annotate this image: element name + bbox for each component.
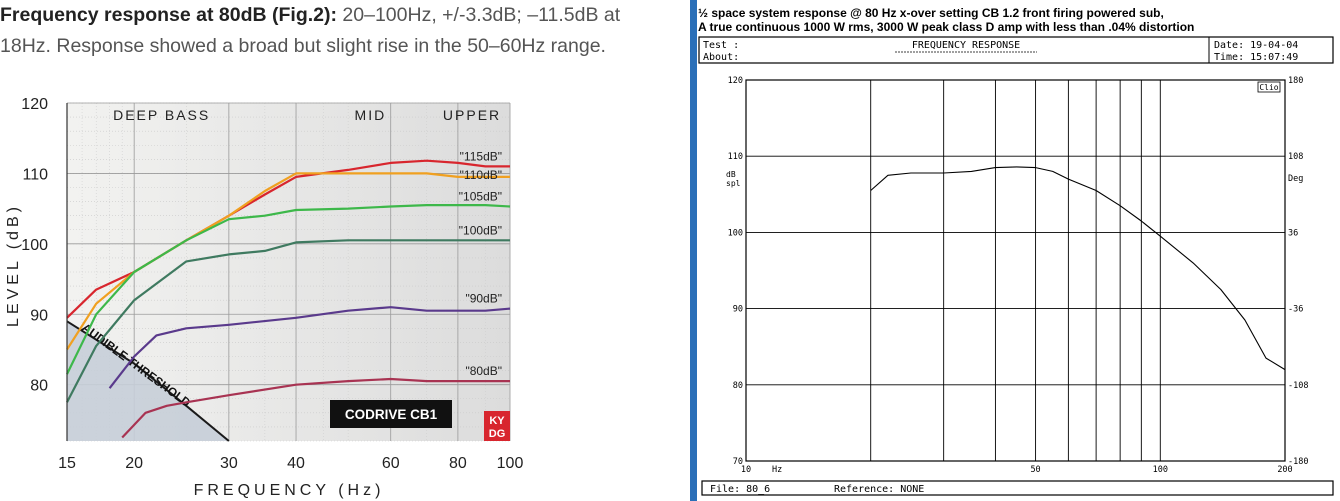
x-tick-label: 10: [741, 465, 751, 475]
logo-text-top: KY: [489, 415, 505, 427]
right-chart: Test :About: FREQUENCY RESPONSE Date: 19-0…: [698, 36, 1334, 496]
x-tick-label: 15: [58, 455, 76, 472]
x-tick-label: 100: [1153, 465, 1168, 475]
info-box: [698, 36, 1334, 64]
caption-bold: Frequency response at 80dB (Fig.2):: [0, 4, 337, 26]
x-tick-label: 20: [125, 455, 143, 472]
x-tick-label: 100: [497, 455, 524, 472]
series-label-3: "100dB": [459, 223, 502, 237]
date-label: Date: 19-04-04: [1214, 40, 1298, 51]
y-tick-label: 80: [733, 381, 743, 391]
band-label: DEEP BASS: [113, 107, 210, 123]
y-tick-label: 120: [728, 76, 743, 86]
series-label-0: "115dB": [460, 149, 502, 163]
y-tick-label: 90: [30, 307, 48, 324]
right-panel: ½ space system response @ 80 Hz x-over s…: [690, 0, 1340, 501]
time-label: Time: 15:07:49: [1214, 52, 1298, 63]
y2-tick-label: -36: [1288, 305, 1303, 315]
x-tick-label: 30: [220, 455, 238, 472]
x-tick-label: 200: [1277, 465, 1292, 475]
y-tick-label: 110: [22, 166, 48, 183]
series-line-5: [121, 377, 510, 439]
x-tick-label: 60: [382, 455, 400, 472]
y-tick-label: 110: [728, 152, 743, 162]
y-tick-label: 70: [733, 457, 743, 467]
x-tick-label: 40: [287, 455, 305, 472]
series-label-2: "105dB": [459, 190, 502, 204]
y2-tick-label: -108: [1288, 381, 1308, 391]
x-tick-label: 80: [449, 455, 467, 472]
plot-frame: [745, 79, 1286, 462]
y-axis-label-bottom: spl: [726, 179, 741, 188]
band-label: MID: [355, 107, 387, 123]
band-label: UPPER: [443, 107, 501, 123]
series-line-4: [108, 306, 511, 389]
corner-box: [1257, 81, 1281, 93]
y-tick-label: 100: [21, 237, 48, 254]
y2-tick-label: 36: [1288, 228, 1298, 238]
y-tick-label: 100: [728, 228, 743, 238]
audible-threshold-region: [67, 321, 229, 441]
footer-box: [701, 480, 1334, 496]
about-label: About:: [703, 52, 739, 63]
x-tick-label: 50: [1030, 465, 1040, 475]
y2-tick-label: 180: [1288, 76, 1303, 86]
right-chart-header: ½ space system response @ 80 Hz x-over s…: [698, 6, 1194, 34]
left-chart: AUDIBLE THRESHOLD"115dB""110dB""105dB""1…: [5, 96, 524, 499]
reference-label: Reference: NONE: [834, 484, 924, 495]
series-line-3: [66, 239, 510, 403]
file-label: File: 80_6: [710, 484, 770, 495]
y2-tick-label: 108: [1288, 152, 1303, 162]
caption-line-1: Frequency response at 80dB (Fig.2): 20–1…: [0, 0, 680, 31]
response-curve: [870, 166, 1286, 371]
series-label-1: "110dB": [460, 168, 502, 182]
series-line-2: [66, 204, 511, 375]
y-axis-label-top: dB: [726, 170, 736, 179]
x-axis-label: Hz: [772, 465, 782, 475]
right-panel-edge: [690, 0, 697, 501]
y2-tick-label: -180: [1288, 457, 1308, 467]
y-tick-label: 80: [30, 378, 48, 395]
y-axis-label: LEVEL (dB): [5, 203, 22, 327]
test-label: Test :: [703, 40, 739, 51]
logo-background: [484, 411, 510, 441]
caption: Frequency response at 80dB (Fig.2): 20–1…: [0, 0, 680, 62]
badge-background: [330, 400, 452, 428]
audible-threshold-line: [66, 320, 230, 442]
corner-label: Clio: [1259, 83, 1278, 92]
header-line-1: ½ space system response @ 80 Hz x-over s…: [698, 6, 1164, 20]
caption-line-2: 18Hz. Response showed a broad but slight…: [0, 35, 606, 57]
caption-rest: 20–100Hz, +/-3.3dB; –11.5dB at: [337, 4, 621, 26]
header-line-2: A true continuous 1000 W rms, 3000 W pea…: [698, 20, 1195, 34]
chart-title: FREQUENCY RESPONSE: [912, 40, 1020, 51]
y2-axis-label: Deg: [1288, 174, 1303, 184]
y-tick-label: 120: [21, 96, 48, 113]
badge-label: CODRIVE CB1: [345, 407, 438, 422]
y-tick-label: 90: [733, 305, 743, 315]
x-axis-label: FREQUENCY (Hz): [194, 482, 385, 499]
series-label-4: "90dB": [465, 292, 502, 306]
series-label-5: "80dB": [465, 364, 502, 378]
logo-text-bottom: DG: [489, 428, 506, 440]
